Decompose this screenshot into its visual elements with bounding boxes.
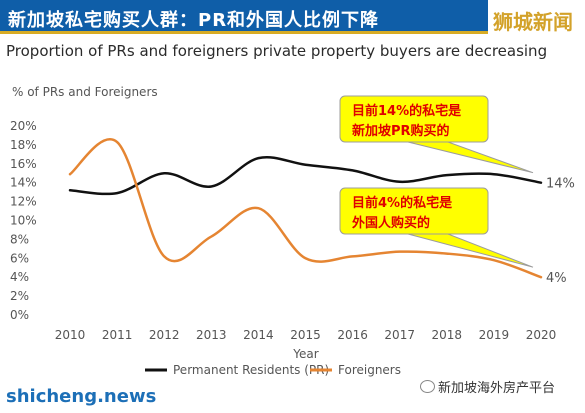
y-tick-label: 16% <box>10 157 37 171</box>
callout-text: 新加坡PR购买的 <box>352 123 450 139</box>
callout-text: 目前4%的私宅是 <box>352 195 453 211</box>
y-axis-ticks: 0% 2% 4% 6% 8% 10% 12% 14% 16% 18% 20% <box>10 119 37 322</box>
series-lines <box>68 138 543 279</box>
legend-label: Foreigners <box>338 363 401 377</box>
callout-box <box>339 187 489 235</box>
x-tick-label: 2018 <box>432 328 463 342</box>
x-tick-label: 2010 <box>55 328 86 342</box>
y-tick-label: 18% <box>10 138 37 152</box>
x-tick-label: 2020 <box>526 328 557 342</box>
title-bar: 新加坡私宅购买人群：PR和外国人比例下降 狮城新闻 <box>0 0 585 34</box>
x-tick-label: 2012 <box>149 328 180 342</box>
y-tick-label: 6% <box>10 251 29 265</box>
legend-label: Permanent Residents (PR) <box>173 363 329 377</box>
x-tick-label: 2017 <box>384 328 415 342</box>
x-tick-label: 2019 <box>479 328 510 342</box>
y-tick-label: 2% <box>10 289 29 303</box>
end-value-label: 4% <box>546 271 567 286</box>
x-axis-label: Year <box>292 347 318 361</box>
x-tick-label: 2015 <box>290 328 321 342</box>
callout-text: 目前14%的私宅是 <box>352 103 462 119</box>
page-title: 新加坡私宅购买人群：PR和外国人比例下降 <box>8 10 380 31</box>
callout-text: 外国人购买的 <box>351 215 430 231</box>
end-value-label: 14% <box>546 177 575 192</box>
x-tick-label: 2014 <box>243 328 274 342</box>
end-labels: 14% 4% <box>546 177 575 287</box>
y-tick-label: 0% <box>10 308 29 322</box>
y-tick-label: 14% <box>10 176 37 190</box>
callout-box <box>339 95 489 143</box>
x-tick-label: 2011 <box>102 328 133 342</box>
series-line-pr <box>68 156 543 196</box>
brand-logo: 狮城新闻 <box>493 10 573 34</box>
title-box: 新加坡私宅购买人群：PR和外国人比例下降 <box>0 0 488 34</box>
callout-pointer <box>407 141 534 174</box>
chart-subtitle: Proportion of PRs and foreigners private… <box>6 42 548 60</box>
y-axis-label: % of PRs and Foreigners <box>12 85 158 99</box>
legend: Permanent Residents (PR) Foreigners <box>145 363 401 377</box>
footer-brand: shicheng.news <box>6 386 157 407</box>
y-tick-label: 10% <box>10 214 37 228</box>
wechat-account: 新加坡海外房产平台 <box>438 381 556 396</box>
y-tick-label: 12% <box>10 195 37 209</box>
y-tick-label: 4% <box>10 270 29 284</box>
series-line-foreigners <box>68 138 543 279</box>
wechat-icon <box>420 380 435 393</box>
x-tick-label: 2016 <box>337 328 368 342</box>
y-tick-label: 8% <box>10 232 29 246</box>
y-tick-label: 20% <box>10 119 37 133</box>
footer-wechat: 新加坡海外房产平台 <box>420 377 555 396</box>
x-tick-label: 2013 <box>196 328 227 342</box>
x-axis-ticks: 2010 2011 2012 2013 2014 2015 2016 2017 2018 2019… <box>55 328 557 342</box>
callout-pointer <box>407 233 534 268</box>
